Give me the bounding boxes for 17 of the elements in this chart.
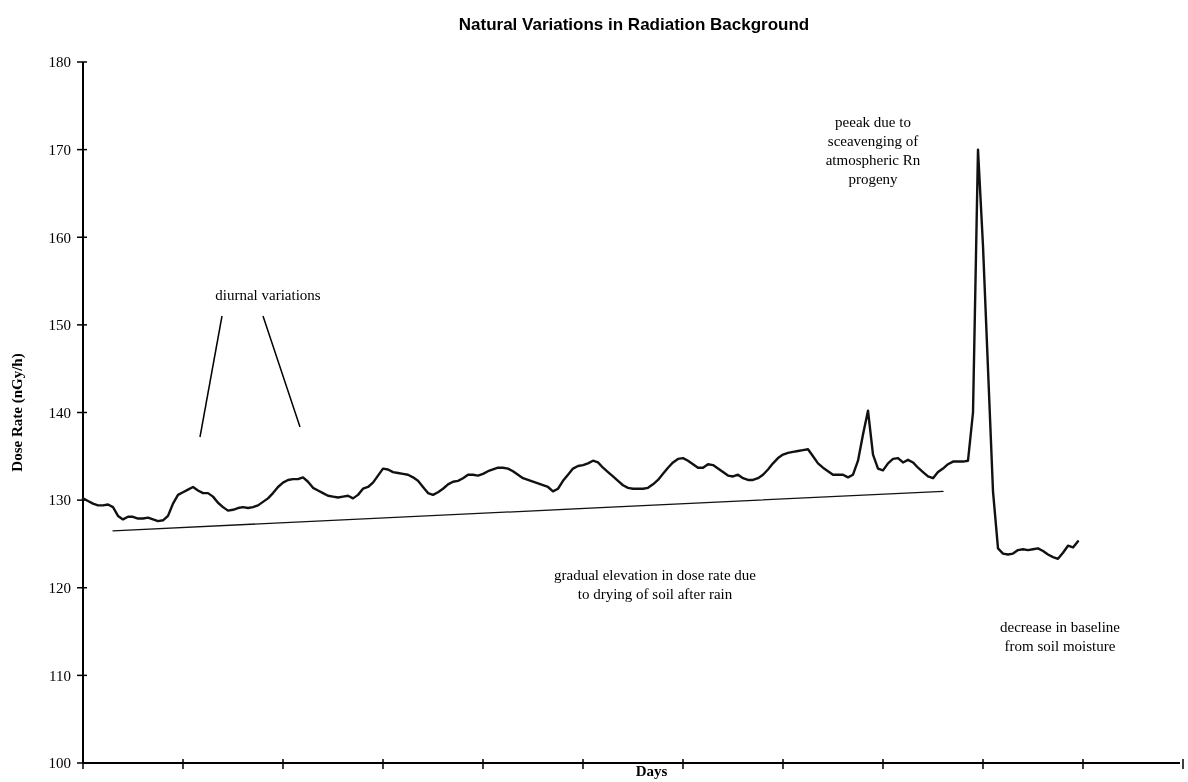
y-tick-label: 100 bbox=[48, 755, 71, 772]
annotation: diurnal variations bbox=[215, 287, 321, 303]
y-tick-label: 180 bbox=[48, 54, 71, 71]
y-tick-label: 160 bbox=[48, 229, 71, 246]
y-tick-label: 170 bbox=[48, 141, 71, 158]
y-tick-label: 150 bbox=[48, 317, 71, 334]
y-axis-title: Dose Rate (nGy/h) bbox=[9, 353, 26, 472]
annotation: decrease in baseline from soil moisture bbox=[1000, 619, 1121, 654]
x-axis-title: Days bbox=[635, 763, 668, 779]
line-series bbox=[81, 148, 1080, 561]
y-tick-label: 130 bbox=[48, 492, 71, 509]
annotation: gradual elevation in dose rate due to drying of soil after rain bbox=[553, 567, 757, 602]
annotation: peeak due to sceavenging of atmospheric Rn progeny bbox=[825, 114, 921, 187]
y-tick-label: 120 bbox=[48, 580, 71, 596]
chart-title: Natural Variations in Radiation Background bbox=[458, 15, 810, 34]
y-tick-label: 110 bbox=[49, 667, 71, 684]
y-tick-label: 140 bbox=[48, 404, 71, 421]
